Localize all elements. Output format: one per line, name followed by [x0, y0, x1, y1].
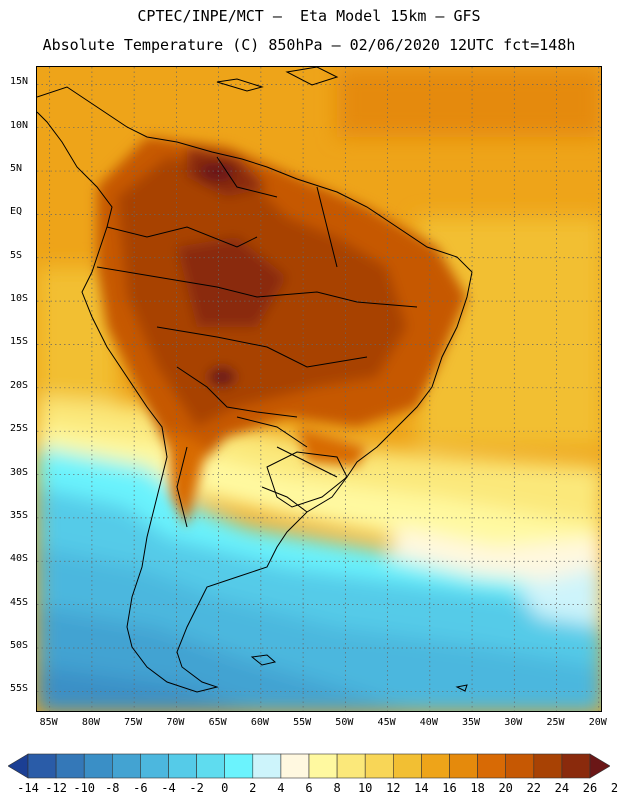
chart-title: CPTEC/INPE/MCT – Eta Model 15km – GFS: [137, 7, 481, 25]
colorbar-tick-label: 2: [249, 781, 257, 795]
colorbar-tick-label: 24: [554, 781, 570, 795]
colorbar-tick-label: -2: [189, 781, 204, 795]
colorbar-max-triangle: [589, 753, 610, 779]
lat-label: 25S: [10, 423, 29, 435]
colorbar-segment: [112, 753, 141, 779]
colorbar-segment: [392, 753, 422, 779]
lat-label: 15S: [10, 336, 29, 348]
colorbar-segment: [27, 753, 57, 779]
colorbar-min-triangle: [8, 753, 29, 779]
colorbar-segment: [252, 753, 282, 779]
colorbar-tick-label: 18: [470, 781, 485, 795]
lat-label: 5N: [10, 163, 23, 175]
colorbar-tick-label: 10: [357, 781, 373, 795]
colorbar-segment: [421, 753, 450, 779]
lon-label: 40W: [419, 717, 438, 728]
colorbar-tick-label: -6: [133, 781, 148, 795]
map-frame: [36, 66, 602, 712]
chart-subtitle: Absolute Temperature (C) 850hPa – 02/06/…: [42, 36, 576, 54]
lat-label: 20S: [10, 379, 29, 391]
colorbar-tick-label: 0: [221, 781, 229, 795]
lon-label: 65W: [208, 717, 227, 728]
lon-label: 55W: [293, 717, 312, 728]
colorbar-segment: [224, 753, 254, 779]
temperature-map: [37, 67, 601, 711]
colorbar-segment: [561, 753, 591, 779]
colorbar-tick-label: -14: [17, 781, 39, 795]
lon-label: 70W: [166, 717, 185, 728]
lat-label: 50S: [10, 639, 29, 651]
colorbar-tick-label: -10: [73, 781, 96, 795]
lon-label: 30W: [504, 717, 523, 728]
lat-label: 40S: [10, 553, 29, 565]
colorbar-tick-label: -8: [105, 781, 120, 795]
lon-label: 80W: [81, 717, 100, 728]
colorbar-segment: [55, 753, 85, 779]
colorbar-segment: [308, 753, 338, 779]
colorbar-segment: [83, 753, 113, 779]
colorbar-tick-label: -12: [45, 781, 67, 795]
colorbar-tick-label: 14: [414, 781, 429, 795]
colorbar-segment: [505, 753, 535, 779]
lat-label: 55S: [10, 683, 29, 695]
lat-label: 15N: [10, 76, 29, 88]
lat-label: 45S: [10, 596, 29, 608]
lon-label: 20W: [588, 717, 607, 728]
colorbar-tick-label: 16: [442, 781, 457, 795]
lon-label: 25W: [546, 717, 565, 728]
coastline: [37, 67, 473, 693]
lat-label: 30S: [10, 466, 29, 478]
colorbar-segment: [168, 753, 197, 779]
lat-label: 10S: [10, 293, 29, 305]
lon-label: 45W: [377, 717, 396, 728]
colorbar-tick-label: 12: [386, 781, 401, 795]
colorbar-segment: [336, 753, 366, 779]
lon-label: 85W: [39, 717, 58, 728]
lon-label: 35W: [462, 717, 481, 728]
lat-label: 10N: [10, 119, 29, 131]
lon-label: 50W: [335, 717, 354, 728]
colorbar-segment: [280, 753, 310, 779]
colorbar-tick-label: 6: [305, 781, 313, 795]
lat-label: 5S: [10, 249, 23, 261]
colorbar-tick-label: -4: [161, 781, 176, 795]
colorbar: [8, 753, 610, 779]
colorbar-segment: [533, 753, 563, 779]
colorbar-segment: [196, 753, 226, 779]
colorbar-tick-label: 8: [333, 781, 341, 795]
colorbar-segment: [477, 753, 507, 779]
lon-label: 60W: [250, 717, 269, 728]
colorbar-tick-label: 28: [610, 781, 618, 795]
lat-label: EQ: [10, 206, 23, 218]
colorbar-tick-label: 4: [277, 781, 285, 795]
colorbar-segment: [364, 753, 394, 779]
colorbar-segment: [449, 753, 478, 779]
colorbar-tick-label: 26: [582, 781, 598, 795]
lat-label: 35S: [10, 509, 29, 521]
colorbar-segment: [140, 753, 169, 779]
lon-label: 75W: [124, 717, 143, 728]
colorbar-tick-label: 20: [498, 781, 513, 795]
colorbar-tick-label: 22: [526, 781, 542, 795]
